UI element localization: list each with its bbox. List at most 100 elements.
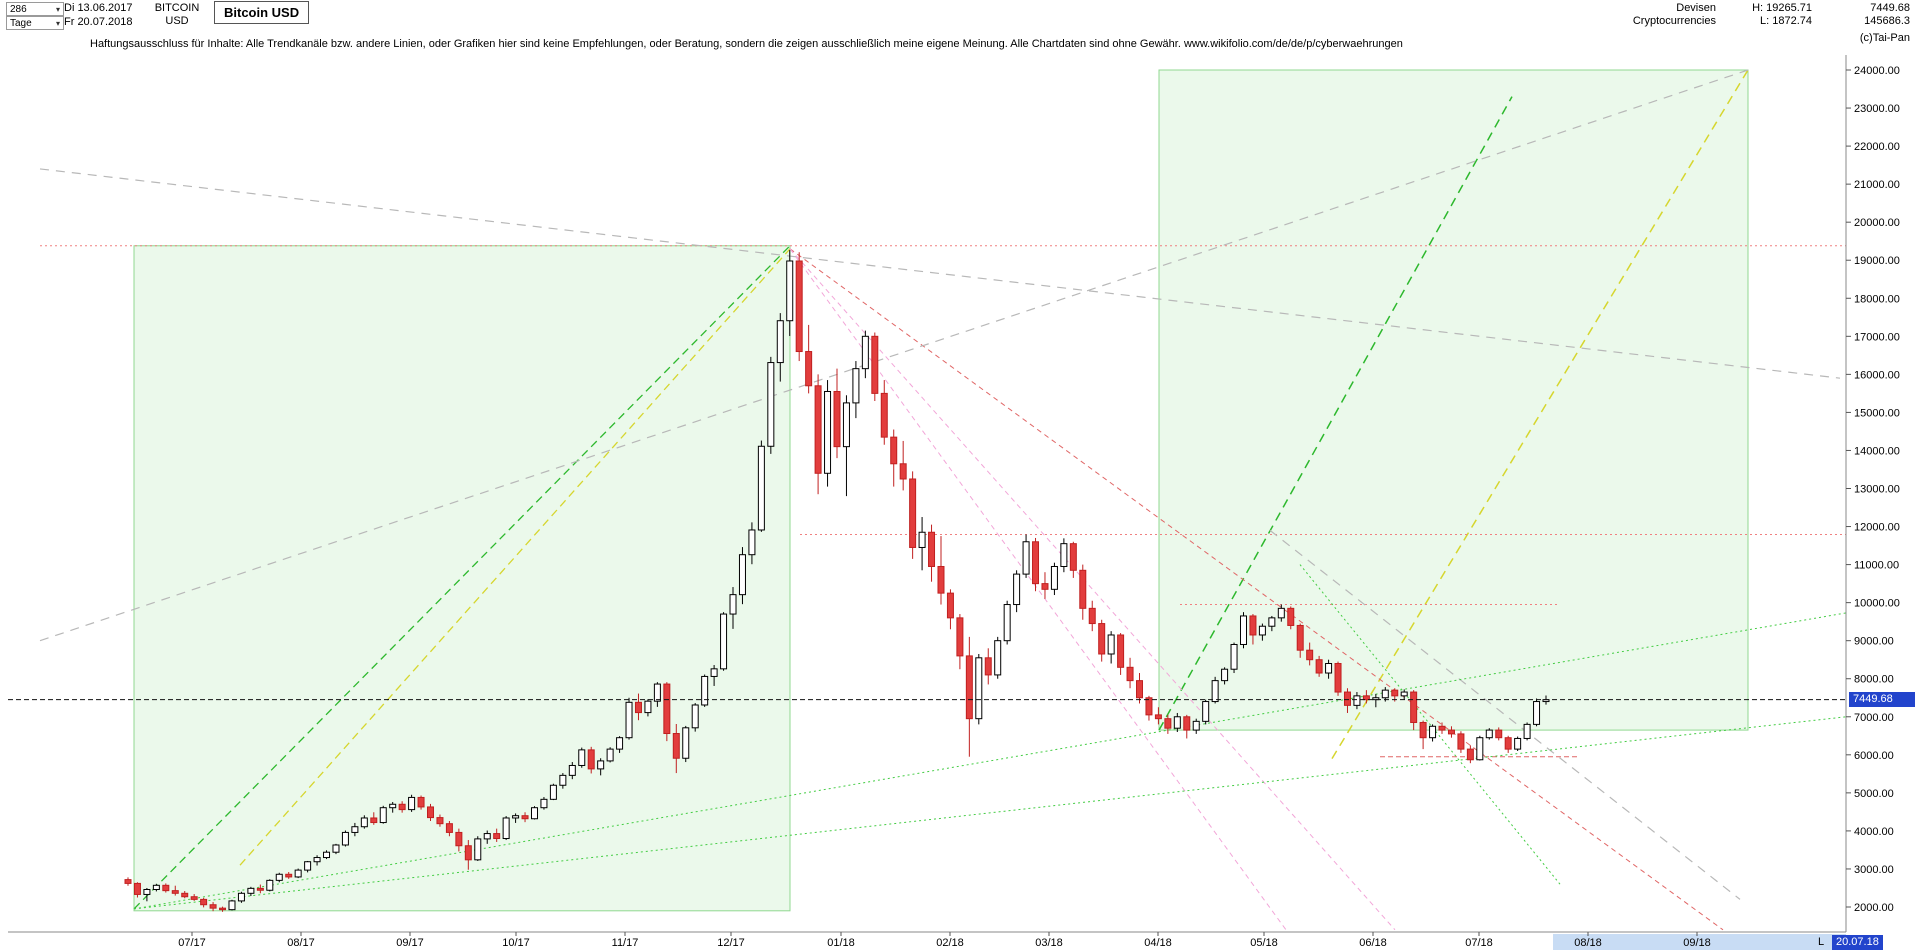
candle: [1032, 537, 1040, 592]
candle: [1495, 727, 1503, 741]
price-axis-label: 23000.00: [1854, 103, 1900, 115]
time-axis-label: 02/18: [936, 937, 964, 949]
trend-line: [39, 69, 1749, 642]
candle: [1514, 736, 1522, 752]
price-axis-label: 5000.00: [1854, 788, 1894, 800]
candle: [1022, 534, 1030, 578]
candle: [493, 828, 501, 842]
candle: [842, 395, 850, 497]
time-axis-label: 11/17: [612, 937, 639, 949]
candle: [644, 699, 652, 717]
candle: [181, 891, 189, 899]
candle: [1381, 687, 1389, 702]
candle: [720, 612, 728, 671]
projection-box: [133, 245, 791, 912]
candle: [417, 795, 425, 810]
candle: [1164, 714, 1172, 734]
candle: [313, 855, 321, 866]
candle: [767, 356, 775, 454]
candle: [663, 682, 671, 742]
period-dropdown[interactable]: Tage ▾: [6, 16, 64, 30]
future-range-band: [1553, 934, 1846, 950]
market-category: Cryptocurrencies: [1632, 15, 1716, 27]
candle: [587, 746, 595, 774]
candle: [597, 758, 605, 776]
candle: [672, 724, 680, 774]
projection-boxes: [133, 69, 1749, 912]
candle: [1476, 735, 1484, 761]
candle: [502, 816, 510, 841]
candle: [1173, 712, 1181, 732]
price-axis-label: 11000.00: [1854, 560, 1899, 572]
candle: [209, 902, 217, 912]
price-axis: 24000.00 23000.00 22000.00 21000.00 20000.00…: [8, 55, 1900, 933]
time-axis-label: 04/18: [1144, 937, 1172, 949]
price-axis-label: 17000.00: [1854, 331, 1900, 343]
candle: [1466, 745, 1474, 764]
time-axis-label: 09/18: [1683, 937, 1711, 949]
price-axis-label: 16000.00: [1854, 369, 1900, 381]
candle: [1107, 631, 1115, 664]
copyright-label: (c)Tai-Pan: [1859, 32, 1910, 44]
candle: [880, 380, 888, 445]
candle: [1315, 655, 1323, 677]
bars-count-dropdown[interactable]: 286 ▾: [6, 2, 64, 16]
candle: [1410, 690, 1418, 731]
candle: [710, 665, 718, 686]
candle: [143, 887, 151, 902]
candle: [247, 886, 255, 896]
trend-line: [1299, 564, 1561, 885]
candle: [1069, 541, 1077, 578]
candle: [1438, 722, 1446, 734]
candlestick-series: [124, 250, 1550, 912]
candle: [833, 368, 841, 459]
candle: [1457, 731, 1465, 753]
candle: [814, 374, 822, 495]
candle: [1013, 570, 1021, 613]
candle: [455, 828, 463, 852]
candle: [360, 815, 368, 829]
candle: [162, 883, 170, 893]
candle: [351, 822, 359, 837]
candle: [294, 868, 302, 879]
candle: [228, 899, 236, 911]
price-axis-label: 18000.00: [1854, 293, 1900, 305]
trend-line: [1158, 96, 1513, 731]
price-axis-label: 14000.00: [1854, 445, 1900, 457]
candle: [748, 522, 756, 565]
candle: [1334, 661, 1342, 696]
candle: [275, 872, 283, 883]
candle: [1239, 612, 1247, 649]
candle: [512, 813, 520, 823]
time-axis-label: 06/18: [1359, 937, 1387, 949]
candle: [994, 636, 1002, 679]
time-axis-label: 12/17: [717, 937, 745, 949]
trend-line: [39, 168, 1841, 379]
candle: [899, 440, 907, 491]
candle: [1183, 714, 1191, 739]
candle: [436, 814, 444, 827]
trend-line: [789, 248, 1396, 931]
price-axis-label: 2000.00: [1854, 902, 1894, 914]
candle: [1117, 633, 1125, 675]
time-axis-label: 01/18: [827, 937, 855, 949]
price-axis-label: 6000.00: [1854, 750, 1894, 762]
time-axis-label: 03/18: [1035, 937, 1063, 949]
price-axis-label: 7000.00: [1854, 712, 1894, 724]
candle: [1060, 538, 1068, 573]
trend-line: [1269, 529, 1741, 900]
candle: [1098, 619, 1106, 662]
candle: [1211, 676, 1219, 704]
candle: [1126, 657, 1134, 689]
last-price: 7449.68: [1870, 2, 1910, 14]
price-axis-label: 20000.00: [1854, 217, 1900, 229]
candle: [1447, 726, 1455, 738]
market-info: Devisen Cryptocurrencies: [1633, 2, 1716, 28]
candle: [1325, 659, 1333, 679]
symbol-currency: USD: [165, 15, 189, 27]
time-axis-label: 05/18: [1250, 937, 1278, 949]
candle: [729, 587, 737, 629]
candle: [861, 330, 869, 379]
